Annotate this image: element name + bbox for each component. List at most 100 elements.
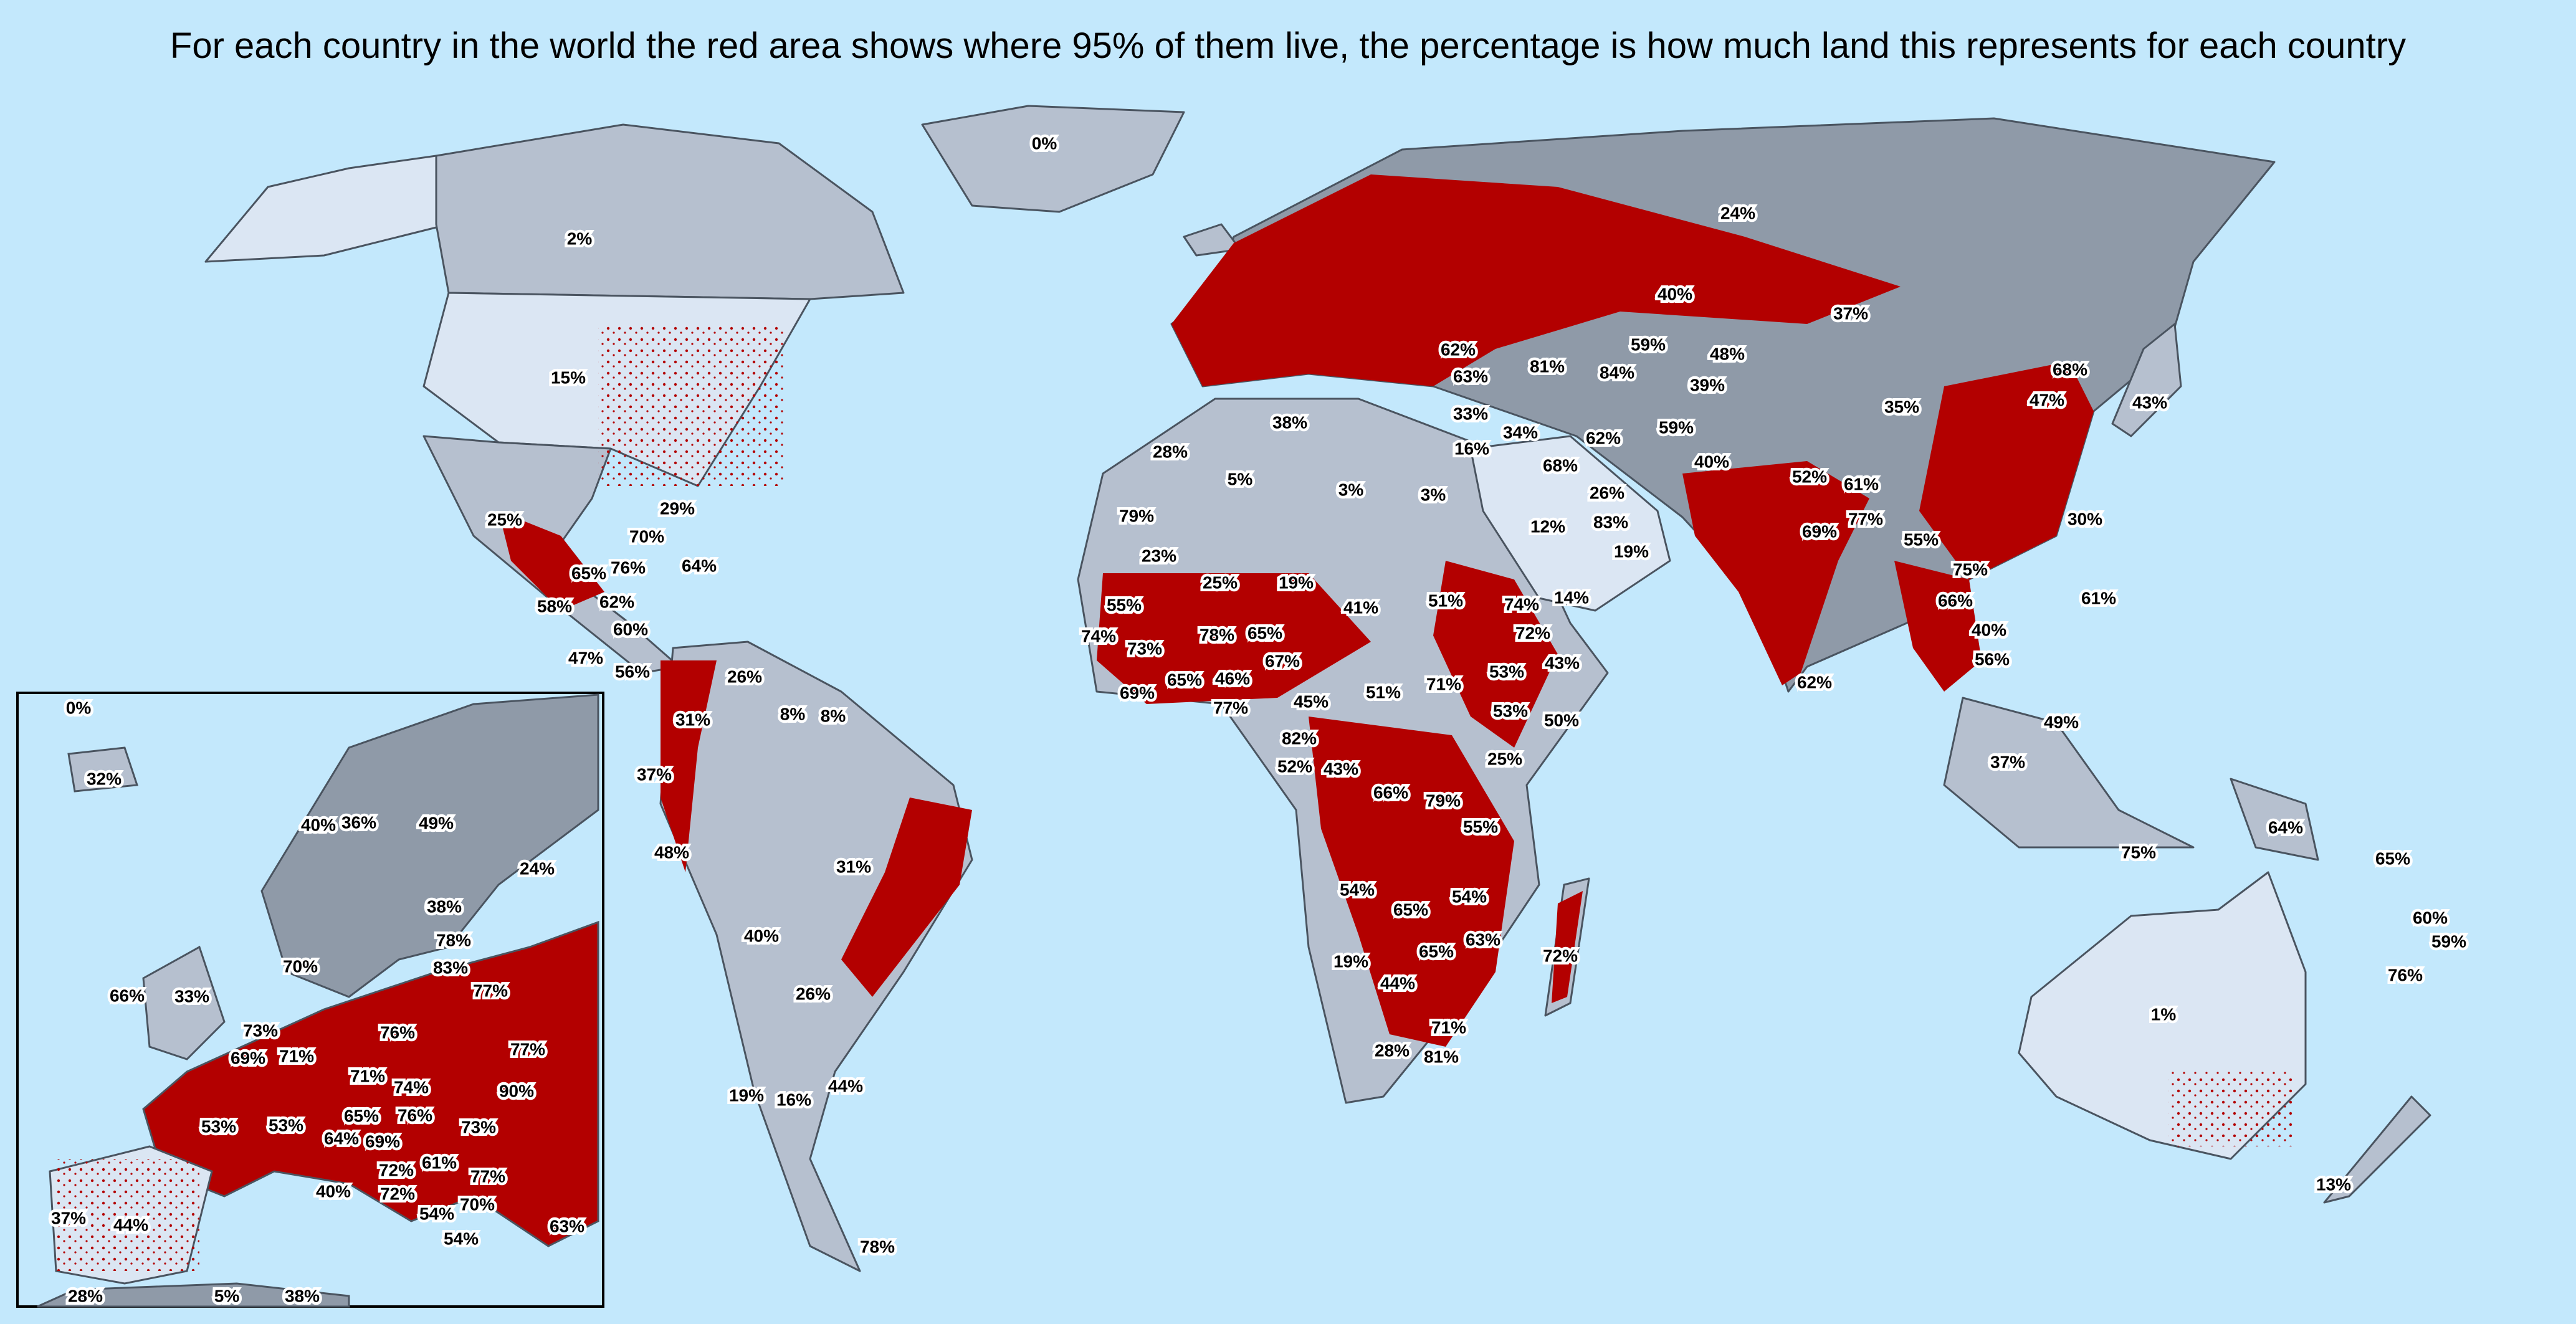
percent-label-oman: 19%	[1614, 541, 1649, 561]
percent-label-algeria: 5%	[214, 1286, 240, 1305]
papua	[2230, 778, 2319, 861]
canada	[435, 123, 905, 300]
percent-label-zambia: 65%	[1393, 900, 1428, 919]
percent-label-eswatini: 71%	[1431, 1017, 1466, 1037]
percent-label-guinea: 65%	[1167, 670, 1202, 689]
percent-label-yemen: 14%	[1554, 588, 1589, 607]
percent-label-somalia: 43%	[1545, 653, 1580, 672]
percent-label-india: 69%	[1802, 522, 1837, 541]
percent-label-south-korea: 68%	[2053, 360, 2087, 379]
percent-label-vietnam: 40%	[1972, 620, 2006, 639]
percent-label-western-sahara: 79%	[1119, 506, 1154, 525]
percent-label-greenland: 0%	[1032, 133, 1057, 153]
populated-africa-west	[1097, 573, 1371, 704]
percent-label-peru: 48%	[654, 842, 689, 862]
percent-label-svalbard: 0%	[66, 698, 92, 717]
percent-label-cambodia: 56%	[1975, 649, 2010, 669]
percent-label-sudan: 51%	[1428, 591, 1463, 610]
new-zealand	[2323, 1095, 2431, 1204]
percent-label-montenegro: 72%	[380, 1184, 415, 1203]
populated-andes	[661, 660, 717, 872]
percent-label-finland: 49%	[419, 813, 454, 832]
percent-label-brazil: 31%	[836, 857, 871, 876]
percent-label-guinea-bissau: 73%	[1127, 639, 1162, 658]
populated-areas	[499, 174, 2293, 1146]
percent-label-niger: 19%	[1279, 573, 1314, 592]
percent-label-guyana: 8%	[780, 704, 806, 723]
percent-label-norway: 40%	[301, 815, 336, 834]
inset-percent-labels: 0% 32% 40% 36% 49% 24% 38% 78% 83% 70% 77% 66% 33% 73…	[48, 695, 587, 1308]
percent-label-japan: 43%	[2132, 393, 2167, 412]
percent-label-chile: 19%	[729, 1085, 764, 1105]
percent-label-bosnia: 72%	[379, 1160, 414, 1179]
percent-label-thailand: 66%	[1938, 591, 1973, 610]
percent-label-togo: 65%	[1247, 623, 1282, 642]
percent-label-iraq: 34%	[1503, 422, 1538, 442]
percent-label-malaysia: 49%	[2044, 712, 2079, 731]
percent-label-lesotho: 81%	[1424, 1047, 1459, 1066]
percent-label-solomon-islands: 65%	[2375, 849, 2410, 868]
percent-label-tunisia: 38%	[285, 1286, 320, 1305]
arabia	[1469, 435, 1671, 612]
percent-label-ireland: 66%	[110, 986, 145, 1005]
percent-label-south-africa: 28%	[1375, 1041, 1410, 1060]
percent-label-bangladesh: 77%	[1848, 509, 1883, 528]
percent-label-kyrgyzstan: 48%	[1710, 344, 1745, 363]
percent-label-france: 53%	[201, 1117, 236, 1136]
percent-label-uae: 83%	[1593, 512, 1628, 531]
inset-uk-ireland	[142, 945, 226, 1060]
percent-label-kosovo: 54%	[419, 1204, 454, 1223]
percent-label-mauritania: 23%	[1142, 546, 1176, 565]
percent-label-turkey: 63%	[1453, 366, 1488, 386]
populated-africa-central-south	[1309, 717, 1514, 1047]
percent-label-north-korea: 47%	[2030, 390, 2064, 409]
percent-label-latvia: 78%	[436, 930, 471, 950]
percent-label-angola: 54%	[1340, 880, 1375, 899]
inset-iberia-dots	[56, 1159, 199, 1271]
percent-label-south-sudan: 71%	[1426, 674, 1461, 693]
percent-label-croatia: 69%	[365, 1131, 400, 1151]
percent-label-pakistan: 40%	[1694, 452, 1729, 471]
japan	[2111, 323, 2182, 437]
percent-label-brunei: 37%	[1990, 752, 2025, 771]
percent-label-algeria: 5%	[1228, 469, 1253, 488]
percent-label-libya: 3%	[1338, 480, 1364, 499]
percent-label-slovenia: 64%	[324, 1128, 359, 1148]
percent-label-denmark: 70%	[283, 956, 318, 976]
percent-label-dominican-republic: 64%	[682, 556, 717, 575]
inset-scandinavia	[260, 693, 599, 998]
percent-label-philippines: 61%	[2081, 588, 2116, 607]
percent-label-new-caledonia: 76%	[2388, 965, 2423, 984]
percent-label-burkina-faso: 78%	[1200, 625, 1234, 644]
percent-label-russia: 24%	[520, 859, 555, 878]
percent-label-bhutan: 61%	[1844, 474, 1879, 493]
world-percent-labels: 0% 2% 15% 25% 29% 70% 76% 64% 58% 65% 62% 60% 47% 56%…	[484, 131, 2469, 1259]
percent-label-guatemala: 58%	[537, 596, 572, 616]
percent-label-malawi: 54%	[1452, 887, 1487, 906]
percent-label-sweden: 36%	[341, 812, 376, 832]
percent-label-argentina: 16%	[776, 1090, 811, 1109]
populated-china	[1919, 361, 2094, 579]
percent-label-gabon: 52%	[1277, 756, 1312, 776]
percent-label-dr-congo: 66%	[1373, 783, 1408, 802]
percent-label-switzerland: 53%	[269, 1115, 303, 1135]
percent-label-egypt: 3%	[1421, 485, 1446, 504]
percent-label-mozambique: 63%	[1466, 930, 1500, 949]
percent-label-saudi-arabia: 12%	[1530, 517, 1565, 536]
percent-label-qatar: 26%	[1590, 483, 1624, 502]
percent-label-ukraine: 77%	[510, 1039, 545, 1059]
percent-label-russia: 24%	[1720, 203, 1755, 222]
percent-label-moldova: 90%	[499, 1081, 534, 1100]
percent-label-falkland-islands: 78%	[860, 1237, 895, 1256]
percent-label-syria: 33%	[1453, 404, 1488, 423]
populated-india	[1682, 461, 1869, 685]
percent-label-nigeria: 67%	[1265, 651, 1300, 670]
percent-label-ghana: 46%	[1215, 669, 1250, 688]
percent-label-indonesia: 75%	[2121, 842, 2156, 862]
percent-label-tajikistan: 39%	[1690, 375, 1725, 394]
percent-label-burundi: 79%	[1426, 791, 1461, 810]
populated-usa-east	[598, 324, 785, 486]
percent-label-namibia: 19%	[1333, 951, 1368, 971]
percent-label-hungary: 76%	[398, 1105, 432, 1125]
percent-label-georgia: 62%	[1441, 340, 1476, 359]
